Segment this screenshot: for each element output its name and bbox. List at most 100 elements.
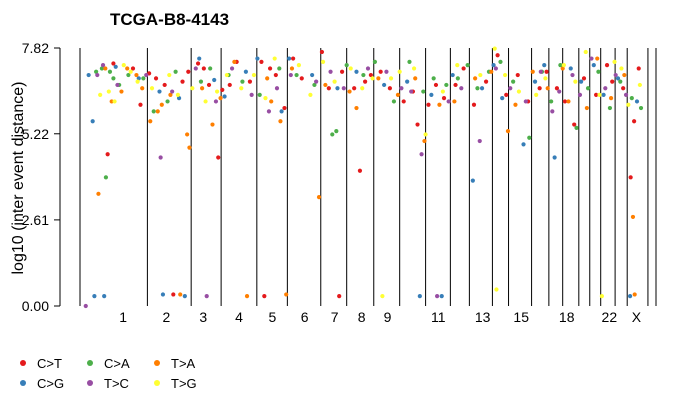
mutation-point	[504, 92, 509, 97]
mutation-point	[198, 79, 204, 84]
mutation-point	[269, 99, 274, 104]
mutation-point	[627, 294, 633, 299]
mutation-point	[413, 76, 418, 81]
mutation-point	[391, 99, 397, 104]
mutation-point	[158, 155, 163, 160]
mutation-point	[544, 69, 549, 74]
mutation-point	[99, 66, 104, 71]
mutation-point	[572, 122, 577, 127]
mutation-point	[214, 89, 220, 94]
mutation-point	[500, 96, 505, 101]
mutation-point	[401, 99, 406, 104]
mutation-point	[190, 86, 195, 91]
mutation-point	[429, 92, 434, 97]
scatter-points	[83, 46, 644, 309]
mutation-point	[542, 63, 547, 68]
mutation-point	[475, 86, 480, 91]
chromosome-boundaries	[79, 48, 657, 306]
mutation-point	[111, 61, 116, 66]
mutation-point	[111, 76, 116, 81]
mutation-point	[162, 82, 167, 88]
legend-marker	[87, 380, 93, 386]
mutation-point	[203, 99, 208, 104]
legend: C>T C>A T>A C>G T>C T>G	[20, 356, 197, 391]
mutation-point	[94, 69, 99, 74]
mutation-point	[121, 63, 126, 68]
mutation-point	[604, 63, 610, 68]
mutation-point	[538, 69, 543, 74]
mutation-point	[550, 109, 555, 114]
chromosome-label: 7	[331, 309, 339, 325]
mutation-point	[277, 66, 282, 71]
mutation-point	[577, 92, 583, 97]
mutation-point	[144, 72, 149, 78]
chromosome-label: 3	[199, 309, 207, 325]
mutation-point	[90, 119, 95, 124]
mutation-point	[601, 92, 606, 97]
mutation-point	[566, 99, 571, 104]
mutation-point	[495, 53, 500, 58]
mutation-point	[532, 79, 538, 84]
mutation-point	[354, 69, 359, 74]
mutation-point	[140, 86, 145, 91]
mutation-point	[585, 86, 591, 91]
chromosome-label: 22	[602, 309, 618, 325]
mutation-point	[279, 109, 284, 114]
mutation-point	[180, 79, 185, 84]
mutation-point	[365, 66, 371, 71]
mutation-point	[407, 59, 412, 64]
mutation-point	[630, 214, 636, 220]
mutation-point	[558, 63, 563, 68]
legend-marker	[87, 360, 93, 366]
mutation-point	[376, 76, 381, 81]
mutation-point	[96, 191, 101, 196]
y-tick-label: 2.61	[22, 212, 49, 228]
mutation-point	[537, 86, 542, 91]
mutation-point	[545, 86, 550, 91]
chromosome-label: 2	[163, 309, 171, 325]
mutation-point	[278, 119, 283, 124]
mutation-point	[621, 86, 626, 91]
mutation-point	[119, 89, 124, 94]
mutation-point	[591, 63, 596, 68]
mutation-point	[453, 82, 458, 88]
mutation-point	[557, 89, 562, 94]
mutation-point	[187, 145, 192, 150]
mutation-point	[636, 66, 641, 71]
mutation-point	[502, 72, 508, 78]
mutation-point	[521, 142, 526, 147]
mutation-point	[239, 86, 244, 91]
mutation-point	[330, 132, 335, 137]
chromosome-label: X	[632, 309, 642, 325]
mutation-point	[224, 72, 229, 78]
mutation-point	[262, 294, 267, 299]
mutation-point	[240, 79, 245, 84]
mutation-point	[100, 63, 106, 68]
mutation-point	[263, 96, 268, 101]
mutation-point	[618, 79, 623, 84]
mutation-point	[483, 79, 489, 84]
mutation-point	[473, 76, 478, 81]
mutation-point	[637, 82, 642, 88]
mutation-point	[516, 89, 522, 94]
mutation-point	[554, 86, 560, 91]
mutation-point	[115, 82, 120, 88]
mutation-point	[296, 63, 301, 68]
mutation-point	[299, 76, 304, 81]
mutation-point	[492, 46, 497, 51]
mutation-point	[579, 79, 584, 84]
mutation-point	[498, 59, 503, 64]
mutation-point	[310, 72, 315, 78]
mutation-point	[138, 102, 143, 107]
mutation-point	[267, 66, 273, 71]
mutation-point	[372, 59, 378, 64]
mutation-point	[574, 125, 579, 130]
mutation-point	[513, 102, 518, 107]
mutation-point	[197, 56, 202, 61]
mutation-point	[206, 82, 212, 88]
mutation-point	[328, 69, 333, 74]
mutation-point	[165, 99, 170, 104]
mutation-point	[619, 66, 624, 71]
mutation-point	[337, 294, 342, 299]
mutation-point	[103, 175, 109, 180]
